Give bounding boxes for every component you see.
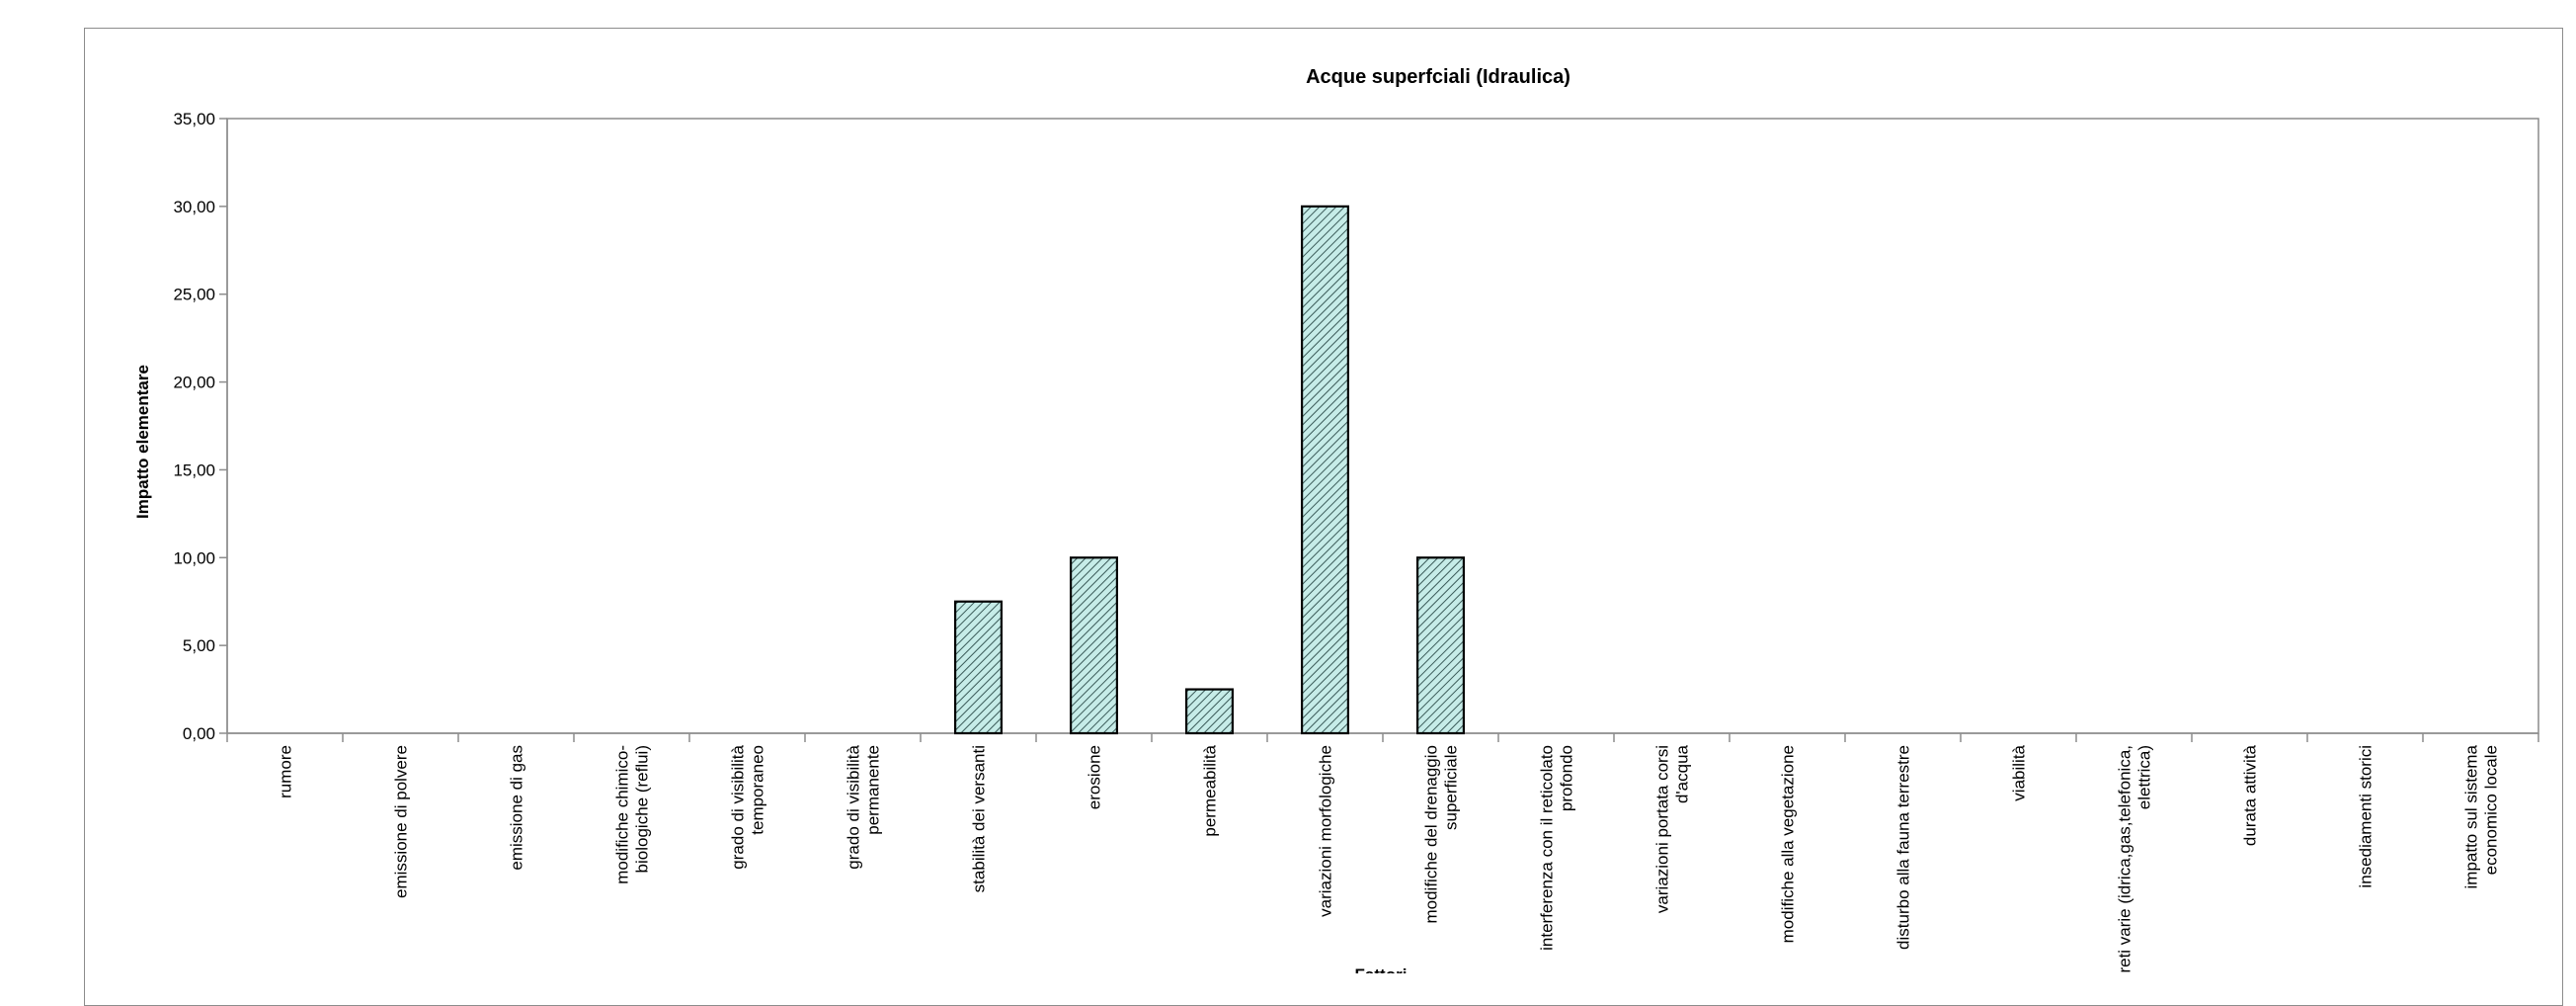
x-category-text: viabilità [2010, 744, 2029, 800]
y-tick-label: 10,00 [173, 548, 215, 567]
x-category-text: variazioni portata corsid'acqua [1653, 744, 1692, 913]
x-category-line: grado di visibilità [729, 744, 748, 869]
x-category-text: modifiche del drenaggiosuperficiale [1422, 745, 1461, 924]
x-category-text: disturbo alla fauna terrestre [1894, 745, 1913, 950]
x-category-text: interferenza con il reticolatoprofondo [1538, 745, 1576, 951]
x-category-line: interferenza con il reticolato [1538, 745, 1557, 951]
x-category-label: stabilità dei versanti [970, 745, 989, 892]
x-category-label: erosione [1086, 745, 1104, 809]
x-category-text: insediamenti storici [2357, 745, 2375, 888]
x-category-line: elettrica) [2135, 745, 2154, 809]
y-axis-title: Impatto elementare [133, 365, 152, 519]
x-category-text: emissione di polvere [392, 745, 411, 898]
y-tick-label: 20,00 [173, 374, 215, 392]
x-category-line: grado di visibilità [845, 744, 863, 869]
bar [953, 600, 1003, 735]
x-category-line: disturbo alla fauna terrestre [1894, 745, 1913, 950]
plot-area [226, 118, 2539, 734]
x-category-line: emissione di polvere [392, 745, 411, 898]
x-axis: rumore emissione di polvere emissione di g… [226, 732, 2539, 973]
x-category-label: permeabilità [1201, 744, 1220, 836]
x-category-label: variazioni portata corsid'acqua [1653, 744, 1692, 913]
x-category-text: impatto sul sistemaeconomico locale [2462, 744, 2501, 888]
chart-title: Acque superfciali (Idraulica) [1306, 66, 1570, 88]
x-category-line: rumore [277, 745, 295, 798]
x-category-label: disturbo alla fauna terrestre [1894, 745, 1913, 950]
x-category-label: insediamenti storici [2357, 745, 2375, 888]
x-category-line: modifiche alla vegetazione [1779, 745, 1798, 943]
x-category-line: modifiche del drenaggio [1422, 745, 1441, 924]
x-category-line: permeabilità [1201, 744, 1220, 836]
x-category-label: interferenza con il reticolatoprofondo [1538, 745, 1576, 951]
x-category-line: erosione [1086, 745, 1104, 809]
x-category-line: stabilità dei versanti [970, 745, 989, 892]
y-tick-label: 25,00 [173, 286, 215, 304]
x-category-line: economico locale [2482, 745, 2501, 875]
bar [1069, 556, 1118, 735]
x-category-text: modifiche chimico-biologiche (reflui) [613, 745, 652, 884]
x-category-label: reti varie (idrica,gas,telefonica,elettr… [2116, 745, 2154, 973]
x-category-text: grado di visibilitàtemporaneo [729, 744, 767, 869]
x-category-text: durata attività [2241, 744, 2260, 846]
x-category-line: durata attività [2241, 744, 2260, 846]
x-category-line: variazioni portata corsi [1653, 745, 1672, 913]
bar-series [953, 205, 1465, 735]
x-axis-title: Fattori [1355, 965, 1408, 973]
x-category-line: modifiche chimico- [613, 745, 632, 884]
x-category-label: modifiche del drenaggiosuperficiale [1422, 745, 1461, 924]
y-tick-label: 35,00 [173, 110, 215, 128]
x-category-text: grado di visibilitàpermanente [845, 744, 883, 869]
y-tick-label: 5,00 [183, 636, 215, 655]
x-category-line: insediamenti storici [2357, 745, 2375, 888]
x-category-label: modifiche chimico-biologiche (reflui) [613, 745, 652, 884]
y-tick-label: 30,00 [173, 198, 215, 216]
x-category-line: variazioni morfologiche [1317, 745, 1335, 917]
x-category-label: emissione di polvere [392, 745, 411, 898]
bar [1415, 556, 1465, 735]
x-category-text: rumore [277, 745, 295, 798]
x-category-line: temporaneo [749, 745, 767, 835]
x-category-line: viabilità [2010, 744, 2029, 800]
x-category-label: rumore [277, 745, 295, 798]
x-category-line: biologiche (reflui) [633, 745, 652, 873]
x-category-label: durata attività [2241, 744, 2260, 846]
x-category-text: modifiche alla vegetazione [1779, 745, 1798, 943]
x-category-line: profondo [1558, 745, 1576, 811]
x-category-text: reti varie (idrica,gas,telefonica,elettr… [2116, 745, 2154, 973]
x-category-text: permeabilità [1201, 744, 1220, 836]
y-axis: 0,00 5,00 10,00 15,00 20,00 25,00 30,00 35,00 [173, 110, 228, 743]
x-category-label: impatto sul sistemaeconomico locale [2462, 744, 2501, 888]
x-category-label: emissione di gas [508, 745, 526, 871]
x-category-text: erosione [1086, 745, 1104, 809]
bar [1184, 688, 1234, 735]
y-tick-label: 0,00 [183, 724, 215, 743]
x-category-text: emissione di gas [508, 745, 526, 871]
x-category-label: variazioni morfologiche [1317, 745, 1335, 917]
x-category-line: reti varie (idrica,gas,telefonica, [2116, 745, 2134, 973]
x-category-line: impatto sul sistema [2462, 744, 2481, 888]
y-tick-label: 15,00 [173, 461, 215, 479]
x-category-label: modifiche alla vegetazione [1779, 745, 1798, 943]
x-category-text: stabilità dei versanti [970, 745, 989, 892]
x-category-label: viabilità [2010, 744, 2029, 800]
x-category-label: grado di visibilitàpermanente [845, 744, 883, 869]
x-category-label: grado di visibilitàtemporaneo [729, 744, 767, 869]
bar-chart: Acque superfciali (Idraulica) Impatto el… [133, 66, 2539, 973]
x-category-line: d'acqua [1673, 744, 1692, 803]
x-category-line: permanente [864, 745, 883, 835]
x-category-line: superficiale [1442, 745, 1461, 830]
x-category-text: variazioni morfologiche [1317, 745, 1335, 917]
bar [1300, 205, 1349, 735]
x-category-line: emissione di gas [508, 745, 526, 871]
